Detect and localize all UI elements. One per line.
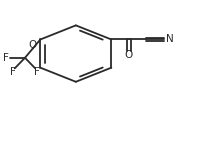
Text: F: F <box>34 67 40 77</box>
Text: F: F <box>3 53 9 63</box>
Text: O: O <box>124 50 132 60</box>
Text: O: O <box>28 40 37 50</box>
Text: N: N <box>165 35 173 44</box>
Text: F: F <box>10 67 16 77</box>
